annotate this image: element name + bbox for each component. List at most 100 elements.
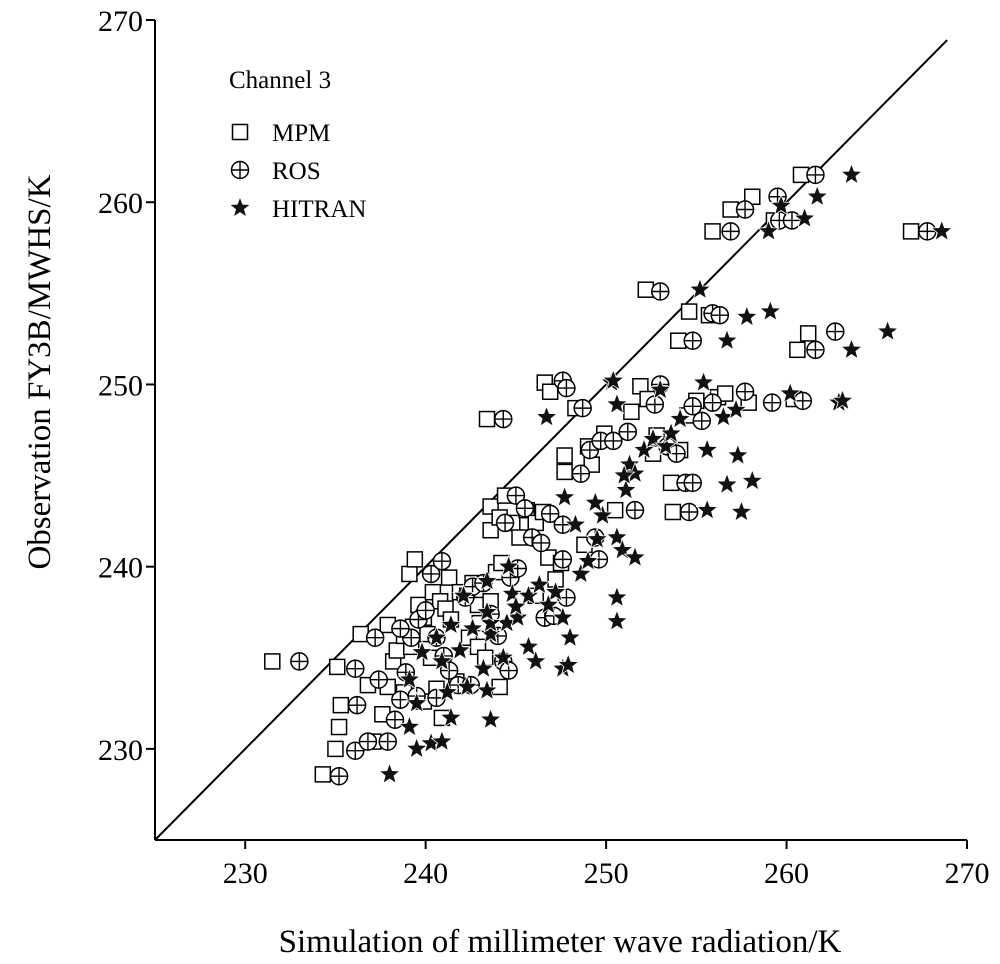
point-ros [391, 619, 410, 638]
point-ros [826, 322, 845, 341]
point-hitran [475, 678, 499, 701]
point-hitran [544, 580, 568, 603]
point-hitran [430, 649, 454, 672]
point-ros [618, 422, 638, 442]
point-hitran [769, 193, 793, 216]
point-hitran [632, 437, 656, 460]
x-tick-label: 270 [945, 857, 990, 890]
y-tick-label: 250 [98, 369, 143, 402]
point-hitran [378, 762, 402, 785]
point-mpm [902, 223, 920, 240]
point-hitran [641, 426, 665, 449]
point-mpm [332, 696, 350, 714]
point-ros [365, 628, 385, 647]
point-hitran [435, 680, 459, 703]
point-ros [427, 688, 446, 708]
point-hitran [778, 381, 802, 404]
point-ros [346, 741, 365, 760]
point-ros [506, 486, 526, 505]
point-ros [806, 165, 825, 185]
y-tick-label: 230 [98, 734, 143, 767]
point-mpm [716, 385, 734, 402]
point-ros [346, 659, 365, 678]
point-mpm [637, 281, 655, 298]
point-mpm [330, 718, 348, 736]
point-hitran [839, 162, 864, 185]
point-hitran [461, 616, 485, 639]
point-ros [683, 473, 702, 493]
point-mpm [478, 410, 496, 428]
point-ros [531, 533, 551, 553]
point-mpm [314, 766, 332, 783]
point-hitran [610, 538, 634, 561]
point-mpm [388, 642, 406, 659]
point-mpm [327, 740, 344, 758]
point-hitran [405, 691, 429, 714]
point-hitran [715, 472, 739, 495]
point-ros [683, 331, 702, 350]
point-hitran [729, 499, 753, 522]
point-hitran [439, 612, 463, 635]
point-hitran [715, 328, 739, 351]
point-hitran [535, 405, 559, 428]
point-hitran [439, 705, 463, 728]
point-ros [540, 504, 560, 524]
point-hitran [430, 729, 454, 752]
point-ros [290, 652, 309, 671]
x-tick-label: 250 [584, 857, 629, 890]
point-hitran [583, 490, 607, 513]
x-tick-label: 240 [403, 857, 448, 890]
point-hitran [659, 421, 683, 444]
legend-label-ros: ROS [272, 158, 321, 185]
point-hitran [724, 397, 748, 420]
legend-marker-hitran [228, 195, 252, 218]
point-hitran [688, 277, 712, 300]
point-hitran [524, 649, 548, 672]
point-hitran [536, 592, 560, 615]
point-ros [494, 409, 513, 429]
point-mpm [556, 447, 573, 464]
point-hitran [605, 525, 629, 548]
point-hitran [930, 219, 954, 242]
point-hitran [623, 461, 647, 484]
point-ros [573, 398, 592, 418]
point-hitran [876, 319, 900, 342]
point-hitran [585, 527, 609, 550]
y-axis-label: Observation FY3B/MWHS/K [22, 174, 58, 569]
point-hitran [735, 304, 759, 327]
point-ros [735, 200, 755, 219]
point-hitran [500, 581, 524, 604]
x-tick-label: 230 [223, 857, 268, 890]
point-hitran [553, 485, 577, 508]
point-ros [499, 661, 518, 680]
point-ros [557, 378, 576, 398]
point-hitran [410, 640, 434, 663]
point-hitran [601, 368, 625, 391]
point-ros [416, 601, 435, 620]
point-hitran [648, 377, 672, 400]
point-mpm [541, 383, 559, 400]
point-hitran [556, 652, 580, 675]
point-hitran [668, 406, 692, 429]
point-ros [369, 670, 389, 689]
point-ros [721, 222, 740, 241]
point-mpm [328, 658, 346, 676]
point-hitran [793, 206, 817, 229]
point-hitran [623, 545, 647, 568]
point-mpm [440, 569, 458, 586]
point-ros [650, 282, 670, 301]
point-hitran [695, 498, 719, 521]
point-ros [347, 695, 367, 715]
point-hitran [576, 549, 600, 572]
point-hitran [695, 437, 719, 460]
point-mpm [789, 341, 806, 359]
point-ros [432, 551, 452, 571]
legend: Channel 3 MPM ROS HITRAN [228, 67, 366, 223]
point-mpm [482, 521, 499, 539]
point-mpm [606, 501, 624, 519]
point-hitran [497, 554, 521, 577]
point-hitran [612, 463, 636, 486]
point-hitran [475, 600, 499, 623]
legend-items: MPM ROS HITRAN [228, 120, 366, 223]
